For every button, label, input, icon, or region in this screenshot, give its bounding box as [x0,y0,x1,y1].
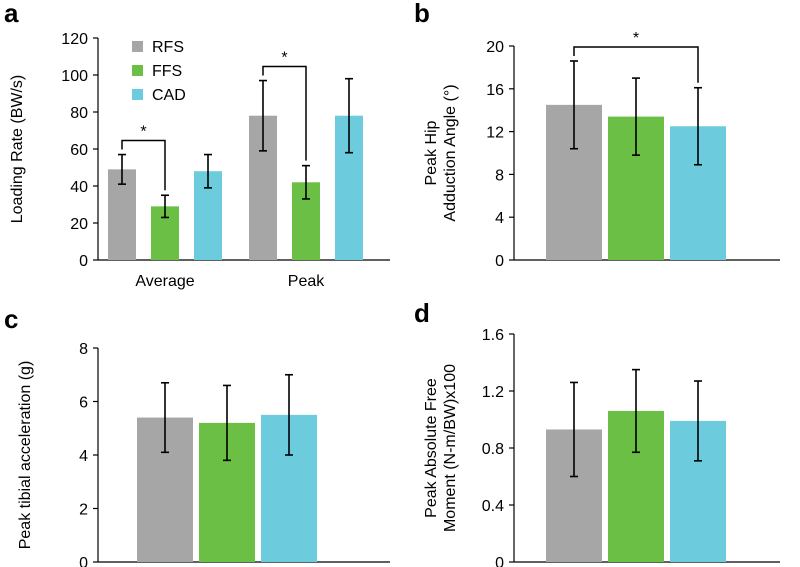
y-tick-label: 120 [61,31,88,48]
y-tick-label: 80 [70,105,88,122]
y-tick-label: 0 [495,555,504,567]
significance-bracket [121,139,166,191]
chart-panel-d: d 0 0.4 0.8 1.2 1.6 Peak Absolute Free Moment (… [414,298,780,567]
y-axis-title-line: Peak Hip [423,120,440,185]
y-tick-label: 0.4 [482,498,504,515]
x-category-label: Peak [288,273,325,290]
y-axis-title: Loading Rate (BW/s) [9,75,26,224]
y-tick-label: 60 [70,142,88,159]
y-axis-title-line: Adduction Angle (°) [442,84,459,221]
legend-swatch-rfs [132,41,143,52]
y-tick-label: 6 [79,395,88,412]
y-tick-label: 2 [79,502,88,519]
panel-label-c: c [4,304,18,334]
legend-label-ffs: FFS [152,63,182,80]
legend-label-cad: CAD [152,87,186,104]
y-axis-title-line: Peak Absolute Free [423,378,440,518]
legend: RFS FFS CAD [132,39,186,104]
y-axis-title-line: Moment (N-m/BW)x100 [442,364,459,532]
legend-swatch-ffs [132,65,143,76]
y-tick-label: 1.6 [482,327,504,344]
y-tick-label: 12 [486,125,504,142]
legend-label-rfs: RFS [152,39,184,56]
y-tick-label: 0 [495,253,504,270]
significance-star: * [281,50,287,67]
x-category-label: Average [135,273,194,290]
y-tick-label: 8 [495,167,504,184]
y-tick-label: 4 [495,210,504,227]
significance-bracket [262,65,307,161]
y-tick-label: 40 [70,179,88,196]
y-tick-label: 16 [486,82,504,99]
legend-swatch-cad [132,89,143,100]
chart-panel-b: b 0 4 8 12 16 20 Peak Hip Adduction Angle (°) * [414,0,780,270]
significance-star: * [633,30,639,47]
significance-star: * [140,124,146,141]
y-tick-label: 100 [61,68,88,85]
panel-label-a: a [4,0,19,28]
y-tick-label: 0.8 [482,441,504,458]
y-axis-title: Peak tibial acceleration (g) [17,361,34,550]
y-tick-label: 20 [486,39,504,56]
y-tick-label: 0 [79,555,88,567]
y-tick-label: 4 [79,448,88,465]
significance-bracket [573,46,699,83]
y-tick-label: 0 [79,253,88,270]
y-tick-label: 20 [70,216,88,233]
y-tick-label: 1.2 [482,384,504,401]
y-tick-label: 8 [79,341,88,358]
chart-panel-c: c 0 2 4 6 8 Peak tibial acceleration (g) [4,304,390,567]
panel-label-b: b [414,0,430,28]
panel-label-d: d [414,298,430,328]
chart-panel-a: a 0 20 40 60 80 100 120 Loading Rate (BW/s) Avera… [4,0,390,290]
